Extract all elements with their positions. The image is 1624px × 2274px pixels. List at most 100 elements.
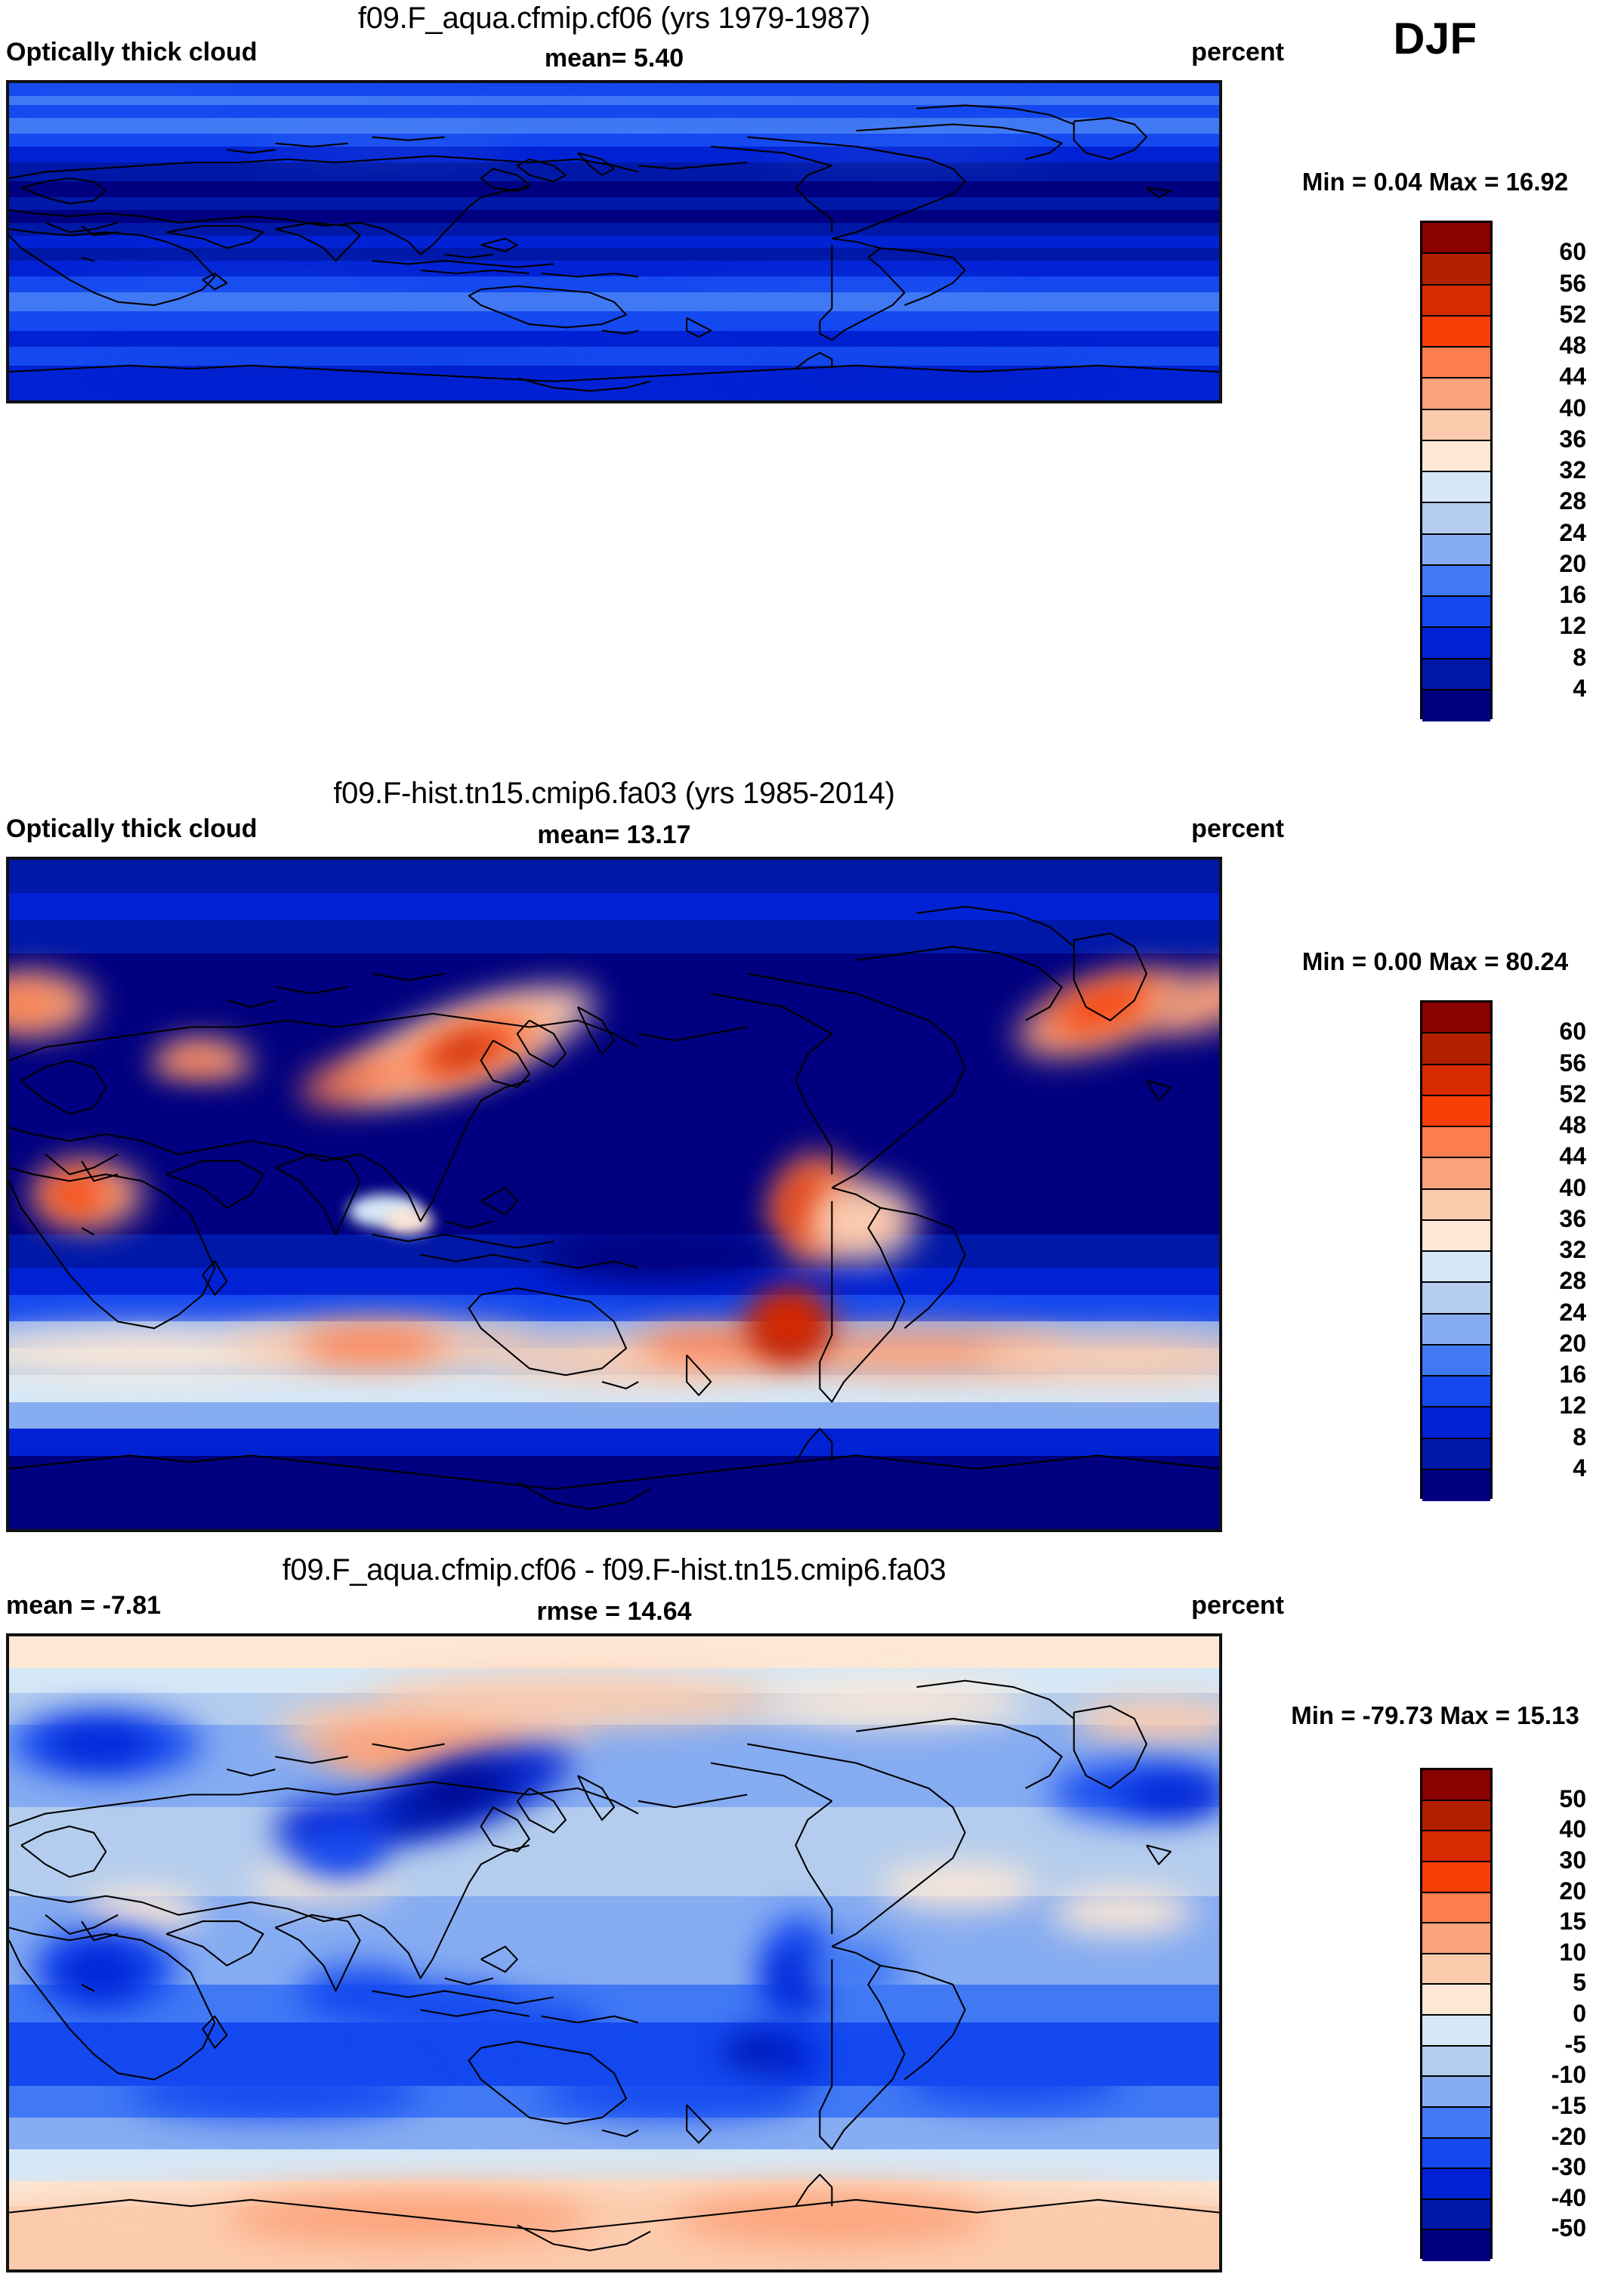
contour-feature — [541, 1228, 784, 1282]
colorbar-tick-label: 56 — [1559, 1049, 1586, 1077]
colorbar-tick-label: -5 — [1564, 2030, 1586, 2058]
colorbar-tick-label: 60 — [1559, 1018, 1586, 1046]
colorbar-tick-label: 44 — [1559, 1142, 1586, 1170]
contour-feature — [904, 2054, 1122, 2106]
map-aquaplanet — [6, 80, 1222, 403]
colorbar-tick-label: -50 — [1551, 2214, 1586, 2242]
contour-band — [9, 330, 1219, 347]
contour-band — [9, 118, 1219, 134]
colorbar-tick-label: -30 — [1551, 2153, 1586, 2181]
minmax-label: Min = 0.00 Max = 80.24 — [1301, 947, 1569, 975]
colorbar-cell — [1422, 1158, 1490, 1190]
colorbar-tick-label: 40 — [1559, 394, 1586, 422]
colorbar-cell — [1422, 1095, 1490, 1127]
contour-feature — [807, 1940, 905, 2004]
contour-band — [9, 222, 1219, 236]
rmse-stat: rmse = 14.64 — [536, 1597, 692, 1626]
colorbar-cell — [1422, 1985, 1490, 2016]
colorbar-tick-label: 4 — [1573, 1454, 1586, 1481]
colorbar-cell — [1422, 1469, 1490, 1501]
colorbar-tick-label: 50 — [1559, 1784, 1586, 1812]
units-label: percent — [1191, 38, 1284, 66]
colorbar-tick-label: 44 — [1559, 363, 1586, 391]
colorbar-tick-label: -10 — [1551, 2061, 1586, 2089]
colorbar-cell — [1422, 348, 1490, 379]
minmax-label: Min = 0.04 Max = 16.92 — [1301, 168, 1569, 196]
contour-feature — [299, 1328, 445, 1362]
contour-feature — [130, 2066, 421, 2118]
contour-feature — [747, 1288, 832, 1355]
contour-band — [9, 893, 1219, 920]
colorbar-historical: 60 56 52 48 44 40 36 32 28 24 20 16 12 8 4 — [1420, 1000, 1586, 1501]
colorbar-tick-label: 36 — [1559, 1204, 1586, 1232]
mean-stat: mean= 5.40 — [544, 44, 684, 73]
colorbar-tick-label: 30 — [1559, 1846, 1586, 1874]
panel-title: f09.F_aqua.cfmip.cf06 - f09.F-hist.tn15.… — [282, 1553, 946, 1587]
contour-feature — [675, 102, 1038, 107]
contour-band — [9, 311, 1219, 331]
colorbar-cell — [1422, 1438, 1490, 1470]
colorbar-cell — [1422, 1064, 1490, 1096]
colorbar-tick-label: 5 — [1573, 1969, 1586, 1997]
contour-band — [9, 261, 1219, 277]
contour-band — [9, 953, 1219, 994]
colorbar-cell — [1422, 2077, 1490, 2108]
colorbar-tick-label: 4 — [1573, 674, 1586, 702]
colorbar-cell — [1422, 534, 1490, 566]
contour-band — [9, 1636, 1219, 1668]
colorbar-cell — [1422, 1376, 1490, 1408]
colorbar-cell — [1422, 472, 1490, 504]
colorbar-cell — [1422, 285, 1490, 317]
mean-stat: mean= 13.17 — [537, 820, 691, 849]
contour-feature — [807, 1181, 917, 1262]
colorbar-difference: 50 40 30 20 15 10 5 0 -5 -10 -15 -20 -30 -40 -50 — [1420, 1768, 1586, 2261]
contour-band — [9, 248, 1219, 261]
contour-feature — [57, 1946, 143, 1997]
colorbar-tick-label: 36 — [1559, 425, 1586, 453]
contour-band — [9, 2149, 1219, 2181]
contour-band — [9, 210, 1219, 223]
colorbar-cell — [1422, 2046, 1490, 2078]
contour-band — [9, 346, 1219, 366]
colorbar-cell — [1422, 597, 1490, 629]
contour-band — [9, 83, 1219, 96]
contour-feature — [541, 2066, 808, 2118]
contour-band — [9, 860, 1219, 894]
contour-feature — [1122, 1775, 1219, 1814]
colorbar-tick-label: 56 — [1559, 269, 1586, 297]
colorbar-tick-label: 12 — [1559, 1392, 1586, 1420]
contour-band — [9, 1455, 1219, 1529]
colorbar-tick-label: 60 — [1559, 238, 1586, 266]
contour-feature — [372, 99, 687, 104]
colorbar-tick-label: 32 — [1559, 456, 1586, 484]
colorbar-tick-label: 20 — [1559, 1329, 1586, 1357]
contour-feature — [675, 2193, 990, 2245]
contour-feature — [45, 1725, 155, 1763]
map-difference — [6, 1633, 1222, 2272]
colorbar-tick-label: 8 — [1573, 643, 1586, 671]
variable-label: Optically thick cloud — [6, 814, 258, 843]
season-label: DJF — [1393, 14, 1477, 63]
colorbar-cell — [1422, 2138, 1490, 2170]
contour-feature — [9, 2180, 1219, 2257]
contour-band — [9, 197, 1219, 210]
colorbar-cell — [1422, 223, 1490, 255]
colorbar-cell — [1422, 1003, 1490, 1034]
colorbar-cell — [1422, 1033, 1490, 1065]
contour-feature — [9, 89, 227, 94]
contour-band — [9, 292, 1219, 312]
colorbar-tick-label: 10 — [1559, 1938, 1586, 1966]
contour-band — [9, 134, 1219, 147]
contour-feature — [106, 1087, 276, 1135]
contour-band — [9, 162, 1219, 182]
colorbar-aquaplanet: 60 56 52 48 44 40 36 32 28 24 20 16 12 8 4 — [1420, 221, 1586, 721]
contour-feature — [69, 280, 433, 284]
contour-band — [9, 1429, 1219, 1456]
contour-feature — [880, 1864, 1038, 1909]
colorbar-cell — [1422, 440, 1490, 472]
colorbar-cell — [1422, 659, 1490, 691]
contour-band — [9, 1763, 1219, 1808]
colorbar-cell — [1422, 1862, 1490, 1893]
colorbar-cell — [1422, 628, 1490, 660]
map-historical — [6, 857, 1222, 1532]
